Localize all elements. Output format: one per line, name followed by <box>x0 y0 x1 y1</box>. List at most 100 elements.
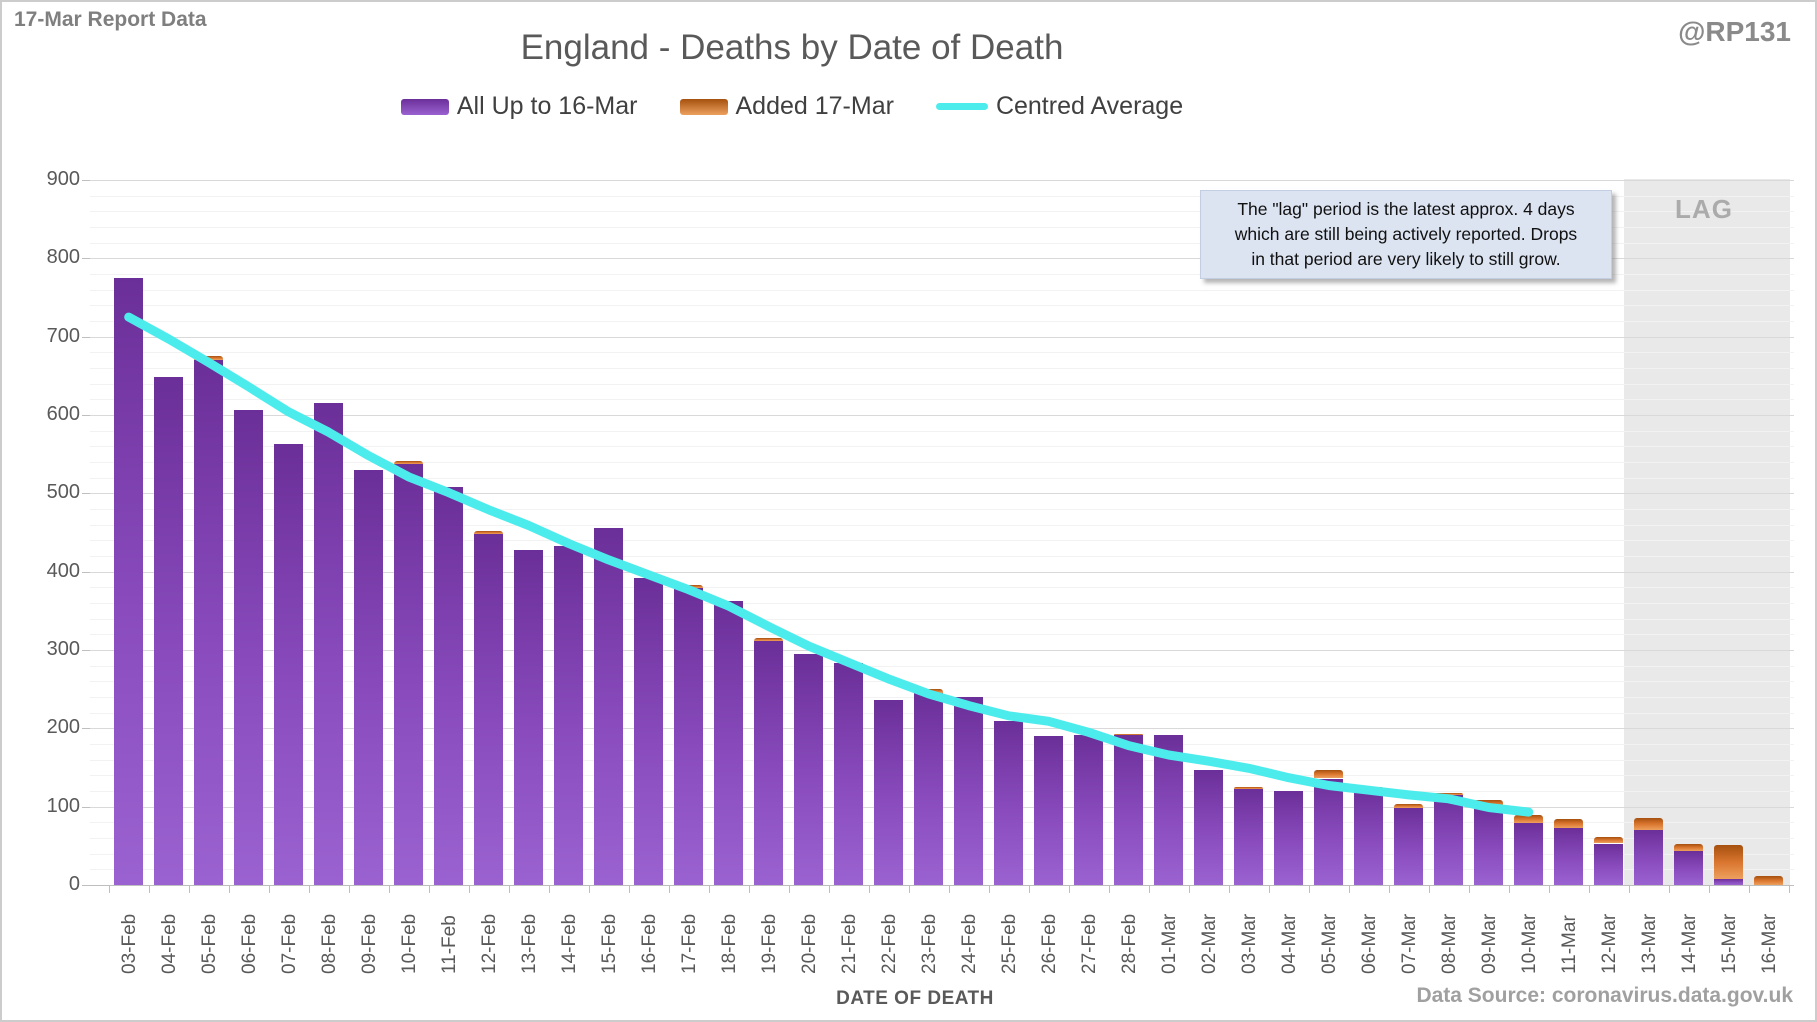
y-tick-label: 500 <box>46 481 80 504</box>
y-tick-label: 900 <box>46 168 80 190</box>
x-axis-tick <box>148 886 150 893</box>
x-axis-tick <box>388 886 390 893</box>
y-axis-tick <box>82 258 90 260</box>
bar-09-Mar <box>1474 806 1504 885</box>
x-tick-label: 19-Feb <box>758 913 780 974</box>
legend-line-swatch <box>935 103 988 110</box>
legend-label: Added 17-Mar <box>735 92 894 120</box>
y-axis-tick <box>82 336 90 338</box>
bar-13-Feb <box>514 549 544 885</box>
bar-added-14-Mar <box>1674 843 1704 852</box>
author-handle: @RP131 <box>1678 16 1791 47</box>
legend-bar-swatch <box>400 98 449 115</box>
x-tick-label: 08-Feb <box>318 913 340 974</box>
major-gridline <box>90 571 1794 573</box>
bar-added-13-Mar <box>1634 818 1664 831</box>
bar-added-16-Mar <box>1754 875 1784 885</box>
chart-title: England - Deaths by Date of Death <box>520 28 1064 67</box>
minor-gridline <box>90 383 1794 385</box>
bar-28-Feb <box>1114 735 1144 885</box>
bar-15-Mar <box>1714 878 1744 885</box>
x-tick-label: 10-Feb <box>398 913 420 974</box>
x-tick-label: 21-Feb <box>838 913 860 974</box>
minor-gridline <box>90 352 1794 354</box>
minor-gridline <box>90 556 1794 557</box>
x-axis-line <box>82 885 1794 886</box>
legend-label: All Up to 16-Mar <box>456 92 638 120</box>
bar-12-Mar <box>1594 843 1624 885</box>
x-tick-label: 11-Feb <box>438 915 460 974</box>
report-date-label: 17-Mar Report Data <box>14 8 207 31</box>
minor-gridline <box>90 634 1794 636</box>
bar-added-11-Mar <box>1554 819 1584 828</box>
y-axis-tick <box>82 180 90 181</box>
lag-annotation-box: The "lag" period is the latest approx. 4… <box>1200 190 1612 279</box>
x-tick-label: 06-Feb <box>238 913 260 974</box>
major-gridline <box>90 180 1794 181</box>
x-axis-tick <box>1068 886 1070 893</box>
x-axis-tick <box>1428 886 1430 893</box>
minor-gridline <box>90 368 1794 369</box>
y-axis-tick <box>82 806 90 808</box>
legend-item: All Up to 16-Mar <box>400 92 638 121</box>
bar-10-Feb <box>394 463 424 885</box>
data-source-label: Data Source: coronavirus.data.gov.uk <box>1416 984 1793 1007</box>
x-tick-label: 08-Mar <box>1438 913 1460 974</box>
x-tick-label: 18-Feb <box>718 913 740 974</box>
x-axis-tick <box>668 886 670 893</box>
bar-added-09-Mar <box>1474 800 1504 807</box>
bar-08-Mar <box>1434 794 1464 885</box>
bar-09-Feb <box>354 469 384 885</box>
minor-gridline <box>90 289 1794 291</box>
x-tick-label: 14-Feb <box>558 913 580 974</box>
x-axis-title: DATE OF DEATH <box>836 988 994 1009</box>
minor-gridline <box>90 618 1794 620</box>
x-tick-label: 16-Mar <box>1758 913 1780 974</box>
minor-gridline <box>90 227 1794 228</box>
minor-gridline <box>90 446 1794 448</box>
x-tick-label: 12-Feb <box>478 913 500 974</box>
bar-11-Feb <box>434 487 464 885</box>
lag-region-label: LAG <box>1675 194 1733 224</box>
bar-added-05-Mar <box>1314 769 1344 779</box>
y-tick-label: 300 <box>46 638 80 660</box>
bar-11-Mar <box>1554 827 1584 885</box>
x-tick-label: 10-Mar <box>1518 913 1540 974</box>
minor-gridline <box>90 195 1794 197</box>
bar-19-Feb <box>754 640 784 885</box>
bar-06-Feb <box>234 410 264 885</box>
x-axis-tick <box>908 886 910 893</box>
bar-12-Feb <box>474 534 504 885</box>
x-tick-label: 09-Mar <box>1478 913 1500 974</box>
x-axis-tick <box>1268 886 1270 893</box>
bar-21-Feb <box>834 662 864 885</box>
x-axis-tick <box>828 886 830 893</box>
minor-gridline <box>90 462 1794 463</box>
x-axis-tick <box>188 886 190 893</box>
x-axis-tick <box>1388 886 1390 893</box>
x-tick-label: 13-Feb <box>518 913 540 974</box>
major-gridline <box>90 336 1794 338</box>
bar-13-Mar <box>1634 830 1664 885</box>
x-axis-tick <box>988 886 990 893</box>
x-axis-tick <box>468 886 470 893</box>
y-axis-tick <box>82 728 90 730</box>
minor-gridline <box>90 305 1794 307</box>
y-tick-label: 600 <box>46 403 80 425</box>
y-axis-tick <box>82 650 90 651</box>
x-axis-tick <box>1628 886 1630 893</box>
x-axis-tick <box>308 886 310 893</box>
bar-05-Feb <box>194 360 224 885</box>
y-axis-tick <box>82 415 90 416</box>
bar-14-Mar <box>1674 851 1704 885</box>
minor-gridline <box>90 665 1794 667</box>
x-tick-label: 22-Feb <box>878 913 900 974</box>
legend-bar-swatch <box>679 98 728 115</box>
bar-18-Feb <box>714 600 744 885</box>
x-tick-label: 12-Mar <box>1598 913 1620 974</box>
x-tick-label: 15-Feb <box>598 913 620 974</box>
x-tick-label: 11-Mar <box>1558 915 1580 974</box>
bar-17-Feb <box>674 588 704 885</box>
